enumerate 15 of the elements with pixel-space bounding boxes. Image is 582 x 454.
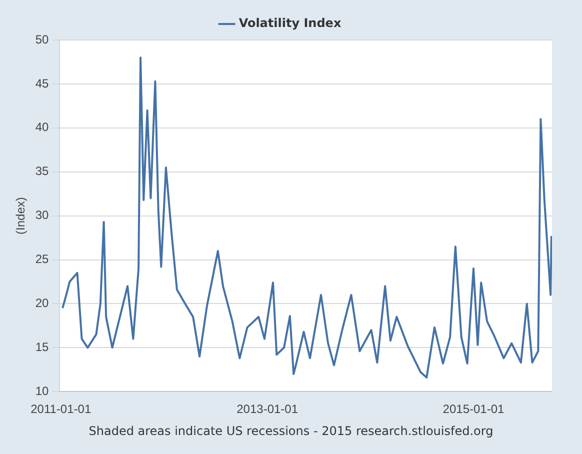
y-tick-label: 45 bbox=[35, 76, 50, 90]
y-tick-label: 30 bbox=[35, 208, 50, 222]
y-tick-label: 20 bbox=[35, 296, 50, 310]
x-tick-label: 2015-01-01 bbox=[442, 402, 504, 416]
y-tick-label: 25 bbox=[35, 252, 50, 266]
y-tick-label: 10 bbox=[35, 384, 50, 398]
text: Shaded areas indicate US recessions - 2015 research.stlouisfed.org bbox=[88, 424, 494, 438]
y-tick-label: 35 bbox=[35, 164, 50, 178]
y-tick-label: 50 bbox=[35, 32, 50, 46]
x-tick-label: 2013-01-01 bbox=[236, 402, 298, 416]
y-tick-label: 15 bbox=[35, 340, 50, 354]
x-tick-label: 2011-01-01 bbox=[30, 402, 92, 416]
y-axis-title: (Index) bbox=[14, 197, 28, 234]
legend-label: Volatility Index bbox=[238, 16, 342, 30]
y-tick-label: 40 bbox=[35, 120, 50, 134]
